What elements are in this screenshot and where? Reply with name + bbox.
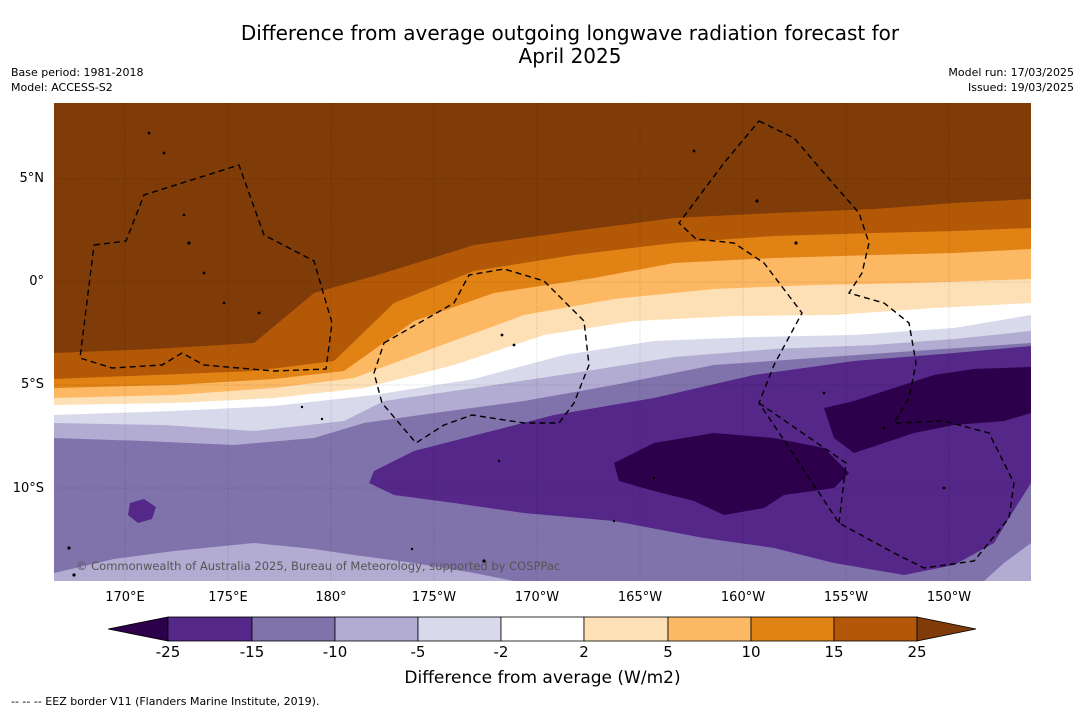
map-copyright: © Commonwealth of Australia 2025, Bureau…	[76, 559, 560, 573]
eez-border-cook	[758, 402, 847, 524]
colorbar-extend-low	[108, 616, 169, 642]
colorbar-swatch-5	[500, 616, 585, 642]
colorbar-tick: -2	[493, 643, 509, 661]
lon-label-160w: 160°W	[720, 590, 766, 605]
title-line-1: Difference from average outgoing longwav…	[240, 21, 900, 45]
eez-border-kiribati-gilbert	[79, 164, 333, 372]
colorbar-tick: 10	[741, 643, 761, 661]
model-name: Model: ACCESS-S2	[11, 81, 113, 94]
colorbar-swatch-2	[251, 616, 336, 642]
lon-label-150w: 150°W	[926, 590, 972, 605]
lon-label-170w: 170°W	[514, 590, 560, 605]
band-purple-islet	[128, 499, 156, 523]
eez-border-kiribati-line	[678, 120, 1015, 569]
colorbar-swatch-6	[583, 616, 669, 642]
colorbar	[108, 616, 977, 642]
eez-footnote: -- -- -- EEZ border V11 (Flanders Marine…	[11, 695, 320, 708]
colorbar-tick: 25	[907, 643, 927, 661]
colorbar-extend-high	[916, 616, 977, 642]
meta-left: Base period: 1981-2018 Model: ACCESS-S2	[11, 65, 143, 95]
lon-label-175w: 175°W	[411, 590, 457, 605]
title-line-2: April 2025	[518, 44, 622, 68]
lat-label-0: 0°	[29, 274, 44, 289]
colorbar-tick: -10	[322, 643, 348, 661]
model-run: Model run: 17/03/2025	[948, 66, 1074, 79]
island-dots	[67, 131, 946, 577]
lat-label-10s: 10°S	[12, 481, 44, 496]
colorbar-swatch-4	[417, 616, 502, 642]
band-lavender-right	[984, 543, 1031, 581]
lon-label-175e: 175°E	[208, 590, 248, 605]
colorbar-tick: -15	[239, 643, 265, 661]
lon-label-180: 180°	[315, 590, 347, 605]
colorbar-label: Difference from average (W/m2)	[404, 668, 681, 688]
band-lavender-bottom	[54, 543, 514, 581]
eez-borders	[79, 120, 1015, 569]
lat-label-5n: 5°N	[19, 171, 45, 186]
colorbar-swatch-1	[167, 616, 253, 642]
band-purple-dark-2	[824, 367, 1031, 453]
colorbar-tick: -25	[155, 643, 181, 661]
lon-label-170e: 170°E	[105, 590, 145, 605]
colorbar-swatch-8	[750, 616, 835, 642]
base-period: Base period: 1981-2018	[11, 66, 144, 79]
colorbar-tick: 5	[663, 643, 673, 661]
graticule	[54, 103, 1031, 581]
map-title: Difference from average outgoing longwav…	[140, 22, 1000, 68]
band-purple-dark-1	[614, 433, 849, 515]
colorbar-swatch-9	[833, 616, 918, 642]
issued-date: Issued: 19/03/2025	[967, 81, 1074, 94]
eez-border-tuvalu-tokelau	[373, 268, 590, 444]
lon-label-155w: 155°W	[823, 590, 869, 605]
colorbar-tick: 15	[824, 643, 844, 661]
lat-label-5s: 5°S	[20, 377, 44, 392]
colorbar-tick: 2	[579, 643, 589, 661]
anomaly-map: © Commonwealth of Australia 2025, Bureau…	[54, 103, 1031, 581]
colorbar-tick: -5	[410, 643, 426, 661]
meta-right: Model run: 17/03/2025 Issued: 19/03/2025	[948, 65, 1074, 95]
lon-label-165w: 165°W	[617, 590, 663, 605]
colorbar-swatch-7	[667, 616, 752, 642]
colorbar-swatch-3	[334, 616, 419, 642]
